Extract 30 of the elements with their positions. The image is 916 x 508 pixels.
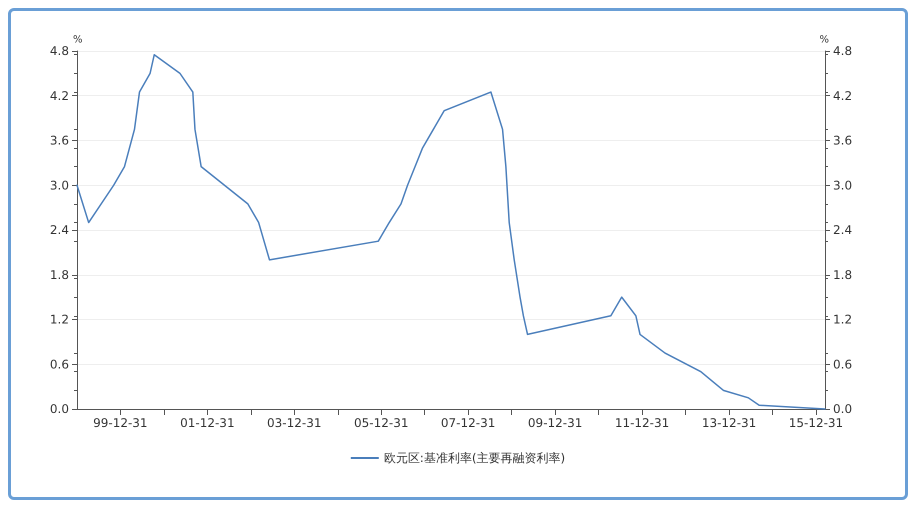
y2-tick-label: 1.2 [833,312,852,326]
y2-tick-label: 3.0 [833,178,852,192]
y2-tick-label: 0.6 [833,357,852,372]
x-tick-label: 05-12-31 [354,416,408,430]
y2-tick-label: 2.4 [833,223,852,237]
y-axis-title: % [73,34,83,46]
y2-tick-label: 4.8 [833,44,852,58]
y-tick-label: 3.0 [50,178,69,192]
x-tick-label: 09-12-31 [528,416,582,430]
y2-tick-label: 3.6 [833,134,852,148]
x-tick-label: 07-12-31 [440,416,496,430]
legend-label: 欧元区:基准利率(主要再融资利率) [384,451,566,465]
y-tick-label: 1.8 [50,268,69,282]
x-tick-label: 11-12-31 [614,416,670,430]
y-tick-label: 4.8 [50,44,69,58]
x-tick-label: 99-12-31 [93,416,148,430]
y2-axis-title: % [819,34,829,46]
y-tick-label: 0.6 [50,357,69,372]
y-tick-label: 3.6 [50,134,69,148]
y2-tick-label: 1.8 [833,268,852,282]
x-tick-label: 13-12-31 [702,416,756,430]
x-tick-label: 15-12-31 [788,416,844,430]
y-tick-label: 4.2 [50,88,69,103]
y-tick-label: 2.4 [50,223,69,237]
y2-tick-label: 0.0 [833,402,852,416]
y-tick-label: 0.0 [50,402,69,416]
x-tick-label: 03-12-31 [267,416,322,430]
y2-tick-label: 4.2 [833,88,852,103]
y-tick-label: 1.2 [50,312,69,326]
x-tick-label: 01-12-31 [180,416,235,430]
